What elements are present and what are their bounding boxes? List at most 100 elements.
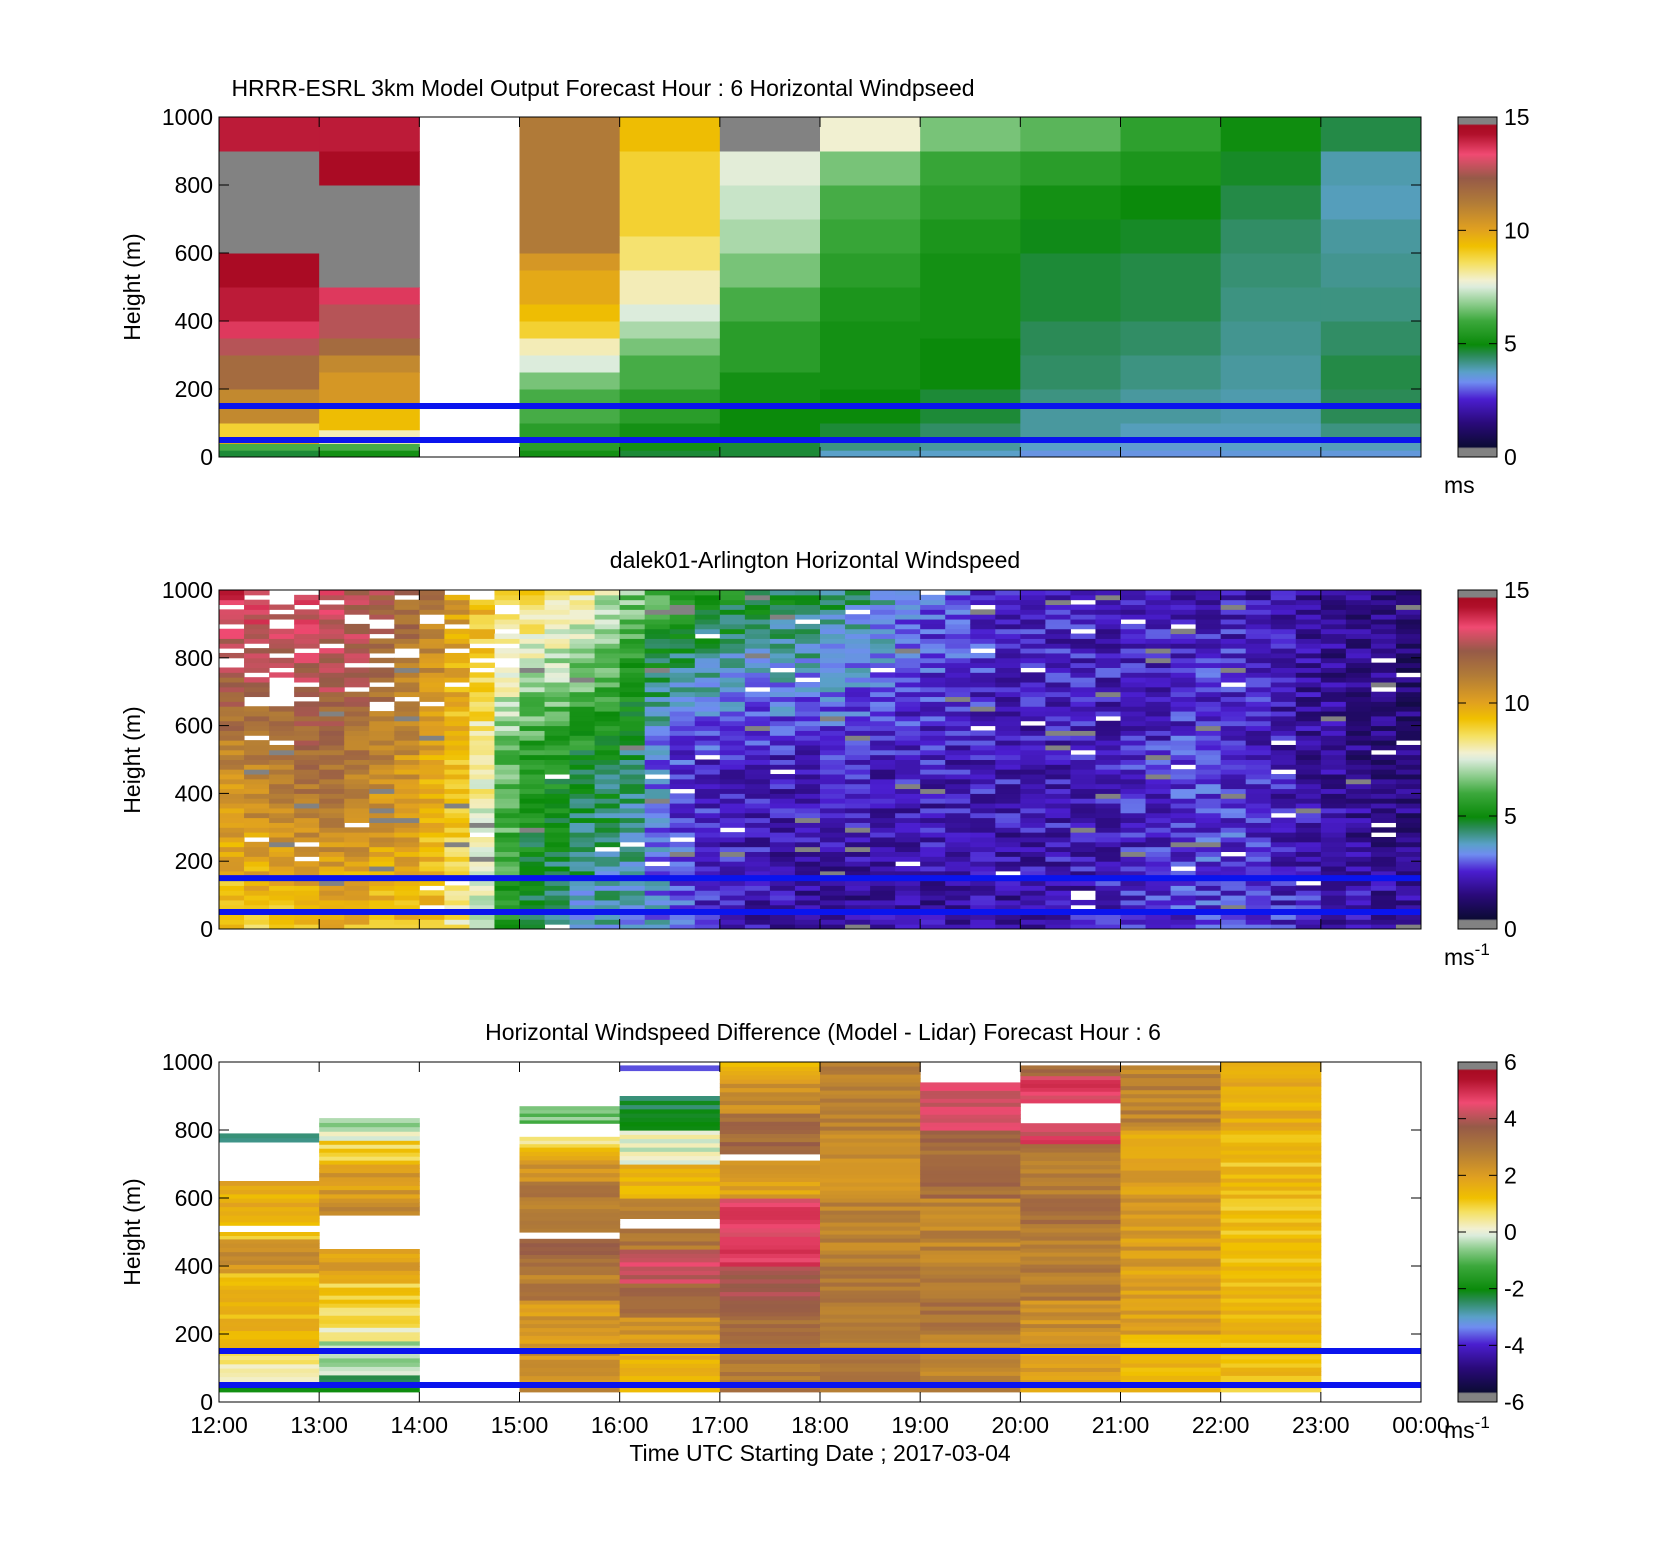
heatmap-cell — [319, 1210, 420, 1216]
heatmap-cell — [469, 648, 495, 654]
heatmap-cell — [1295, 667, 1322, 673]
heatmap-cell — [544, 662, 571, 668]
heatmap-cell — [569, 590, 596, 596]
heatmap-cell — [619, 270, 721, 305]
heatmap-cell — [1245, 628, 1272, 635]
heatmap-cell — [1295, 832, 1322, 838]
heatmap-cell — [744, 715, 771, 722]
heatmap-cell — [1295, 706, 1322, 712]
heatmap-cell — [1320, 735, 1347, 741]
heatmap-cell — [219, 1193, 320, 1199]
heatmap-cell — [1345, 619, 1372, 625]
heatmap-cell — [1120, 648, 1147, 654]
heatmap-cell — [895, 870, 921, 877]
heatmap-cell — [319, 836, 345, 843]
heatmap-cell — [694, 691, 721, 698]
heatmap-cell — [294, 740, 320, 746]
heatmap-cell — [1020, 783, 1046, 790]
heatmap-cell — [1020, 1227, 1121, 1233]
heatmap-cell — [219, 1330, 320, 1336]
heatmap-cell — [1295, 735, 1322, 741]
heatmap-cell — [1095, 822, 1121, 828]
heatmap-cell — [920, 817, 946, 823]
heatmap-cell — [870, 846, 896, 853]
heatmap-cell — [820, 895, 846, 901]
heatmap-cell — [719, 652, 746, 659]
heatmap-cell — [1370, 856, 1397, 862]
heatmap-cell — [369, 904, 395, 911]
heatmap-cell — [519, 740, 546, 746]
heatmap-cell — [319, 1370, 420, 1376]
heatmap-cell — [644, 677, 671, 683]
heatmap-cell — [895, 590, 921, 596]
heatmap-cell — [694, 711, 721, 717]
heatmap-cell — [820, 151, 921, 186]
heatmap-cell — [319, 817, 345, 823]
heatmap-cell — [920, 1142, 1021, 1147]
heatmap-cell — [619, 1185, 721, 1191]
heatmap-cell — [719, 1168, 821, 1174]
heatmap-cell — [269, 885, 295, 891]
heatmap-cell — [544, 856, 571, 862]
heatmap-cell — [669, 798, 696, 804]
colorbar-unit: ms — [1444, 472, 1475, 498]
heatmap-cell — [820, 836, 846, 843]
heatmap-cell — [1295, 885, 1322, 891]
heatmap-cell — [644, 599, 671, 606]
y-tick-label: 800 — [175, 645, 213, 671]
heatmap-cell — [1345, 769, 1372, 775]
heatmap-cell — [820, 117, 921, 152]
heatmap-cell — [1295, 614, 1322, 620]
heatmap-cell — [694, 812, 721, 819]
heatmap-cell — [244, 711, 270, 717]
heatmap-cell — [1045, 807, 1071, 814]
heatmap-cell — [294, 628, 320, 635]
heatmap-cell — [1070, 633, 1096, 639]
heatmap-cell — [494, 667, 520, 673]
heatmap-cell — [1320, 793, 1347, 799]
heatmap-cell — [1245, 861, 1272, 867]
heatmap-cell — [769, 788, 796, 794]
heatmap-cell — [820, 919, 846, 925]
heatmap-cell — [870, 759, 896, 765]
heatmap-cell — [269, 919, 295, 925]
heatmap-cell — [619, 1155, 721, 1161]
heatmap-cell — [569, 594, 596, 601]
heatmap-cell — [644, 652, 671, 659]
heatmap-cell — [344, 604, 370, 610]
heatmap-cell — [244, 628, 270, 635]
heatmap-cell — [319, 1156, 420, 1161]
heatmap-cell — [970, 628, 996, 635]
heatmap-cell — [845, 788, 871, 794]
heatmap-cell — [1020, 788, 1046, 794]
heatmap-cell — [219, 778, 245, 785]
heatmap-cell — [995, 725, 1021, 731]
heatmap-cell — [820, 1082, 921, 1087]
heatmap-cell — [820, 1326, 921, 1331]
heatmap-cell — [945, 638, 971, 644]
heatmap-cell — [519, 1303, 621, 1309]
heatmap-cell — [1145, 604, 1172, 610]
heatmap-cell — [845, 778, 871, 785]
heatmap-cell — [1220, 1138, 1322, 1143]
heatmap-cell — [669, 749, 696, 756]
heatmap-cell — [820, 730, 846, 736]
heatmap-cell — [619, 735, 646, 741]
heatmap-cell — [394, 657, 420, 664]
heatmap-cell — [369, 609, 395, 615]
heatmap-cell — [1120, 1210, 1222, 1215]
heatmap-cell — [469, 885, 495, 891]
heatmap-cell — [369, 924, 395, 930]
heatmap-cell — [719, 856, 746, 862]
heatmap-cell — [369, 817, 395, 823]
heatmap-cell — [1220, 880, 1247, 886]
heatmap-cell — [995, 919, 1021, 925]
heatmap-cell — [1170, 769, 1197, 775]
heatmap-cell — [719, 686, 746, 693]
heatmap-cell — [1320, 706, 1347, 712]
heatmap-cell — [219, 764, 245, 770]
heatmap-cell — [1245, 686, 1272, 693]
heatmap-cell — [444, 730, 470, 736]
heatmap-cell — [1345, 861, 1372, 867]
heatmap-cell — [1120, 807, 1147, 814]
